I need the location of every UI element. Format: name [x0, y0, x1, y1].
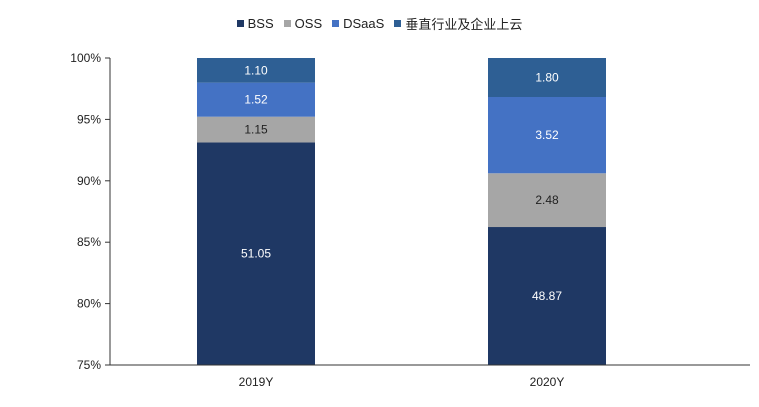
legend-swatch [283, 20, 291, 27]
legend-label: 垂直行业及企业上云 [405, 17, 523, 32]
bar-segment--2019y [197, 58, 315, 83]
y-tick-label: 75% [77, 358, 101, 372]
legend-swatch [332, 20, 340, 27]
legend-label: DSaaS [343, 16, 385, 31]
y-tick-label: 95% [77, 112, 101, 126]
bar-segment-oss-2019y [197, 116, 315, 143]
bar-segment-oss-2020y [488, 173, 606, 228]
legend-item: 垂直行业及企业上云 [394, 14, 522, 33]
data-label: 48.87 [532, 289, 562, 303]
legend: BSS OSS DSaaS 垂直行业及企业上云 [0, 14, 759, 33]
legend-swatch [236, 20, 244, 27]
bar-segment-bss-2019y [197, 142, 315, 365]
data-label: 1.10 [244, 63, 268, 77]
legend-label: BSS [247, 16, 274, 31]
legend-item: DSaaS [332, 14, 384, 33]
data-label: 1.52 [244, 93, 268, 107]
legend-swatch [394, 20, 402, 27]
x-tick-label: 2019Y [239, 375, 274, 389]
data-label: 1.80 [535, 71, 559, 85]
legend-item: OSS [283, 14, 323, 33]
bar-segment-dsaas-2019y [197, 82, 315, 117]
bar-segment-dsaas-2020y [488, 97, 606, 174]
data-label: 1.15 [244, 123, 268, 137]
bar-segment--2020y [488, 58, 606, 98]
x-tick-label: 2020Y [530, 375, 565, 389]
data-label: 3.52 [535, 128, 559, 142]
bar-segment-bss-2020y [488, 227, 606, 365]
y-tick-label: 85% [77, 235, 101, 249]
legend-item: BSS [236, 14, 274, 33]
y-tick-label: 80% [77, 297, 101, 311]
data-label: 2.48 [535, 193, 559, 207]
y-tick-label: 90% [77, 174, 101, 188]
y-tick-label: 100% [70, 51, 101, 65]
legend-label: OSS [294, 16, 323, 31]
data-label: 51.05 [241, 247, 271, 261]
